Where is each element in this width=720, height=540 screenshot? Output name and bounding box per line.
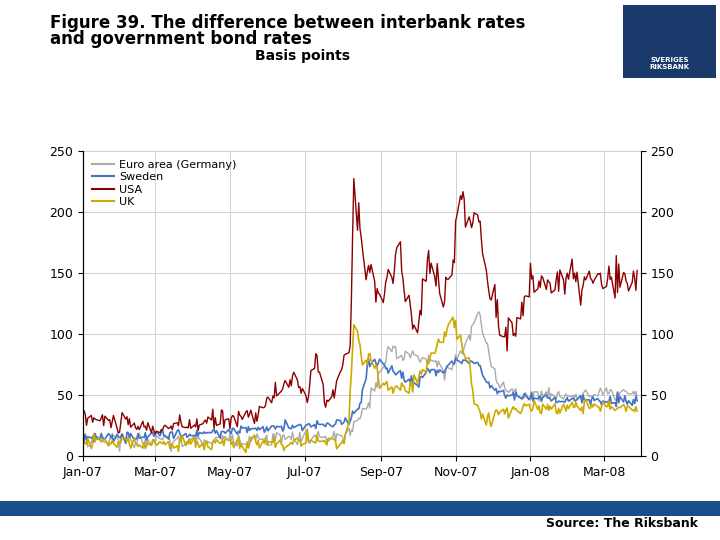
Text: Source: The Riksbank: Source: The Riksbank [546,517,698,530]
Text: and government bond rates: and government bond rates [50,30,312,48]
Text: Figure 39. The difference between interbank rates: Figure 39. The difference between interb… [50,14,526,31]
Legend: Euro area (Germany), Sweden, USA, UK: Euro area (Germany), Sweden, USA, UK [89,157,240,210]
Text: Basis points: Basis points [255,49,350,63]
Line: UK: UK [84,318,637,453]
Line: USA: USA [84,179,637,434]
Line: Sweden: Sweden [84,358,637,443]
Text: SVERIGES
RIKSBANK: SVERIGES RIKSBANK [649,57,690,70]
Line: Euro area (Germany): Euro area (Germany) [84,312,637,451]
